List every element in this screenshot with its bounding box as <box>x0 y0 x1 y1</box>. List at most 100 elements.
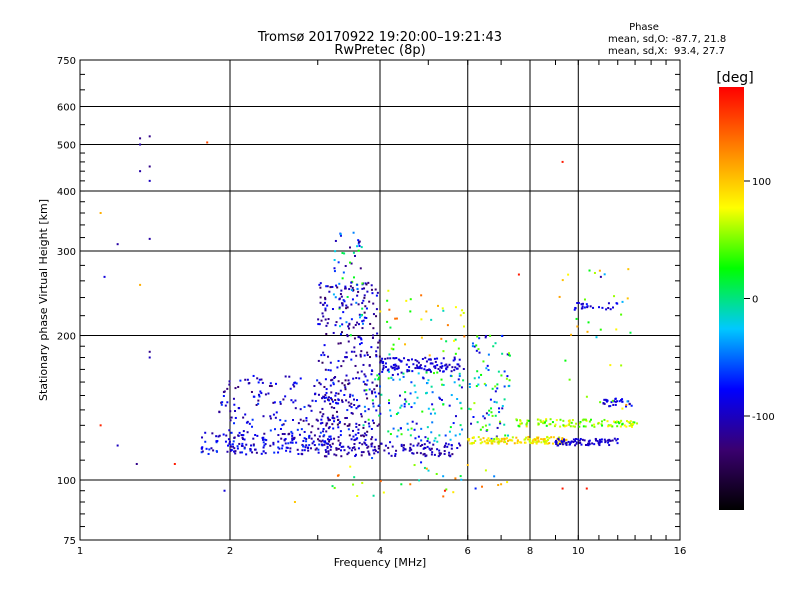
data-point <box>338 307 341 310</box>
data-point <box>352 289 355 292</box>
data-point <box>365 393 368 396</box>
data-point <box>229 445 232 448</box>
data-point <box>501 334 504 337</box>
data-point <box>484 384 487 387</box>
data-point <box>473 377 476 380</box>
data-point <box>475 344 478 347</box>
data-point <box>329 397 332 400</box>
data-point <box>387 377 390 380</box>
data-point <box>454 477 457 480</box>
data-point <box>372 334 375 337</box>
data-point <box>417 435 420 438</box>
data-point <box>264 452 267 455</box>
data-point <box>324 296 327 299</box>
data-point <box>621 407 624 410</box>
x-tick-label: 16 <box>674 546 687 557</box>
data-point <box>474 487 477 490</box>
data-point <box>408 366 411 369</box>
data-point <box>445 363 448 366</box>
data-point <box>450 447 453 450</box>
data-point <box>530 442 533 445</box>
data-point <box>416 360 419 363</box>
data-point <box>438 396 441 399</box>
data-point <box>427 358 430 361</box>
data-point <box>225 434 228 437</box>
data-point <box>230 416 233 419</box>
data-point <box>427 368 430 371</box>
data-point <box>321 439 324 442</box>
data-point <box>448 404 451 407</box>
data-point <box>339 449 342 452</box>
data-point <box>367 445 370 448</box>
data-point <box>436 440 439 443</box>
data-point <box>388 308 391 311</box>
data-point <box>239 451 242 454</box>
data-point <box>599 275 602 278</box>
data-point <box>257 393 260 396</box>
data-point <box>236 445 239 448</box>
data-point <box>433 453 436 456</box>
data-point <box>337 392 340 395</box>
data-point <box>412 363 415 366</box>
data-point <box>613 437 616 440</box>
data-point <box>234 387 237 390</box>
data-point <box>557 437 560 440</box>
data-point <box>630 425 633 428</box>
data-point <box>357 432 360 435</box>
data-point <box>575 422 578 425</box>
data-point <box>627 421 630 424</box>
data-point <box>606 399 609 402</box>
data-point <box>586 305 589 308</box>
data-point <box>340 289 343 292</box>
data-point <box>553 425 556 428</box>
data-point <box>305 444 308 447</box>
data-point <box>296 428 299 431</box>
data-point <box>342 271 345 274</box>
data-point <box>344 388 347 391</box>
data-point <box>598 444 601 447</box>
data-point <box>484 469 487 472</box>
data-point <box>302 419 305 422</box>
data-point <box>453 356 456 359</box>
data-point <box>461 309 464 312</box>
data-point <box>380 359 383 362</box>
data-point <box>500 440 503 443</box>
data-point <box>506 481 509 484</box>
data-point <box>344 379 347 382</box>
data-point <box>381 361 384 364</box>
data-point <box>439 397 442 400</box>
data-point <box>446 324 449 327</box>
data-point <box>434 367 437 370</box>
data-point <box>587 440 590 443</box>
data-point <box>478 351 481 354</box>
data-point <box>284 395 287 398</box>
data-point <box>339 442 342 445</box>
y-tick-label: 200 <box>57 332 76 343</box>
data-point <box>377 392 380 395</box>
data-point <box>328 435 331 438</box>
data-point <box>525 436 528 439</box>
data-point <box>425 371 428 374</box>
data-point <box>222 394 225 397</box>
data-point <box>492 439 495 442</box>
data-point <box>327 369 330 372</box>
data-point <box>453 339 456 342</box>
data-point <box>611 439 614 442</box>
data-point <box>268 384 271 387</box>
data-point <box>365 317 368 320</box>
data-point <box>288 432 291 435</box>
data-point <box>284 437 287 440</box>
data-point <box>361 481 364 484</box>
data-point <box>327 355 330 358</box>
data-point <box>375 350 378 353</box>
data-point <box>419 452 422 455</box>
data-point <box>380 393 383 396</box>
data-point <box>617 420 620 423</box>
data-point <box>378 414 381 417</box>
data-point <box>237 407 240 410</box>
data-point <box>561 440 564 443</box>
data-point <box>468 438 471 441</box>
data-point <box>423 452 426 455</box>
data-point <box>380 442 383 445</box>
data-point <box>584 425 587 428</box>
